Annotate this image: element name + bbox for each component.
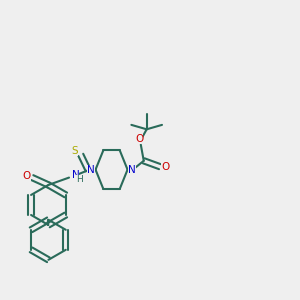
Text: O: O (23, 171, 31, 181)
Text: N: N (87, 165, 95, 175)
Text: S: S (72, 146, 78, 156)
Text: N: N (128, 165, 136, 175)
Text: H: H (76, 175, 83, 184)
Text: N: N (72, 170, 80, 180)
Text: O: O (161, 162, 170, 172)
Text: O: O (135, 134, 143, 144)
